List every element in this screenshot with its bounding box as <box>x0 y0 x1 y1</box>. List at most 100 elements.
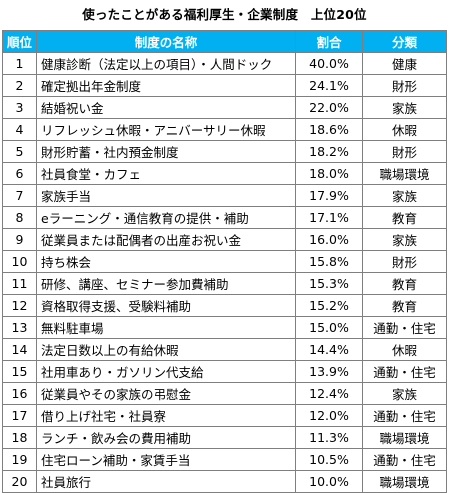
cell-name: リフレッシュ休暇・アニバーサリー休暇 <box>36 118 296 141</box>
cell-name: 従業員または配偶者の出産お祝い金 <box>36 228 296 251</box>
cell-percentage: 18.0% <box>295 162 363 185</box>
cell-percentage: 11.3% <box>295 426 363 449</box>
table-row: 11 研修、講座、セミナー参加費補助 15.3% 教育 <box>2 272 447 295</box>
cell-rank: 12 <box>2 294 37 317</box>
table-row: 17 借り上げ社宅・社員寮 12.0% 通勤・住宅 <box>2 404 447 427</box>
cell-percentage: 17.1% <box>295 206 363 229</box>
table-row: 16 従業員やその家族の弔慰金 12.4% 家族 <box>2 382 447 405</box>
cell-rank: 8 <box>2 206 37 229</box>
cell-category: 休暇 <box>362 118 447 141</box>
cell-rank: 17 <box>2 404 37 427</box>
table-body: 1 健康診断（法定以上の項目）・人間ドック 40.0% 健康 2 確定拠出年金制度 24.1… <box>2 52 447 493</box>
table-row: 14 法定日数以上の有給休暇 14.4% 休暇 <box>2 338 447 361</box>
cell-name: 社用車あり・ガソリン代支給 <box>36 360 296 383</box>
cell-percentage: 17.9% <box>295 184 363 207</box>
cell-category: 休暇 <box>362 338 447 361</box>
cell-name: 社員食堂・カフェ <box>36 162 296 185</box>
cell-percentage: 22.0% <box>295 96 363 119</box>
cell-percentage: 40.0% <box>295 52 363 75</box>
header-name: 制度の名称 <box>36 30 296 53</box>
cell-rank: 7 <box>2 184 37 207</box>
table-row: 1 健康診断（法定以上の項目）・人間ドック 40.0% 健康 <box>2 52 447 75</box>
header-pct: 割合 <box>295 30 363 53</box>
cell-percentage: 14.4% <box>295 338 363 361</box>
cell-category: 教育 <box>362 206 447 229</box>
table-row: 7 家族手当 17.9% 家族 <box>2 184 447 207</box>
cell-category: 家族 <box>362 228 447 251</box>
cell-rank: 3 <box>2 96 37 119</box>
table-row: 19 住宅ローン補助・家賃手当 10.5% 通勤・住宅 <box>2 448 447 471</box>
table-header-row: 順位 制度の名称 割合 分類 <box>2 30 447 53</box>
cell-rank: 10 <box>2 250 37 273</box>
cell-category: 家族 <box>362 382 447 405</box>
page-title: 使ったことがある福利厚生・企業制度 上位20位 <box>82 7 367 22</box>
table-row: 20 社員旅行 10.0% 職場環境 <box>2 470 447 493</box>
cell-rank: 13 <box>2 316 37 339</box>
table-row: 13 無料駐車場 15.0% 通勤・住宅 <box>2 316 447 339</box>
cell-percentage: 15.0% <box>295 316 363 339</box>
cell-percentage: 10.5% <box>295 448 363 471</box>
cell-name: 無料駐車場 <box>36 316 296 339</box>
cell-percentage: 18.2% <box>295 140 363 163</box>
cell-name: 確定拠出年金制度 <box>36 74 296 97</box>
cell-name: 資格取得支援、受験料補助 <box>36 294 296 317</box>
cell-rank: 20 <box>2 470 37 493</box>
table-row: 8 eラーニング・通信教育の提供・補助 17.1% 教育 <box>2 206 447 229</box>
table-row: 9 従業員または配偶者の出産お祝い金 16.0% 家族 <box>2 228 447 251</box>
table-row: 4 リフレッシュ休暇・アニバーサリー休暇 18.6% 休暇 <box>2 118 447 141</box>
cell-rank: 9 <box>2 228 37 251</box>
cell-percentage: 13.9% <box>295 360 363 383</box>
cell-name: 借り上げ社宅・社員寮 <box>36 404 296 427</box>
cell-percentage: 18.6% <box>295 118 363 141</box>
table-row: 15 社用車あり・ガソリン代支給 13.9% 通勤・住宅 <box>2 360 447 383</box>
cell-category: 通勤・住宅 <box>362 404 447 427</box>
ranking-table: 順位 制度の名称 割合 分類 1 健康診断（法定以上の項目）・人間ドック 40.0%… <box>2 30 447 493</box>
cell-name: 結婚祝い金 <box>36 96 296 119</box>
cell-category: 財形 <box>362 250 447 273</box>
cell-category: 職場環境 <box>362 162 447 185</box>
cell-name: 健康診断（法定以上の項目）・人間ドック <box>36 52 296 75</box>
cell-name: 家族手当 <box>36 184 296 207</box>
cell-percentage: 12.0% <box>295 404 363 427</box>
cell-percentage: 12.4% <box>295 382 363 405</box>
table-row: 12 資格取得支援、受験料補助 15.2% 教育 <box>2 294 447 317</box>
table-row: 5 財形貯蓄・社内預金制度 18.2% 財形 <box>2 140 447 163</box>
cell-rank: 14 <box>2 338 37 361</box>
cell-name: 研修、講座、セミナー参加費補助 <box>36 272 296 295</box>
cell-name: 社員旅行 <box>36 470 296 493</box>
cell-category: 財形 <box>362 140 447 163</box>
cell-category: 通勤・住宅 <box>362 316 447 339</box>
table-row: 6 社員食堂・カフェ 18.0% 職場環境 <box>2 162 447 185</box>
cell-rank: 18 <box>2 426 37 449</box>
cell-percentage: 10.0% <box>295 470 363 493</box>
cell-name: 住宅ローン補助・家賃手当 <box>36 448 296 471</box>
cell-rank: 2 <box>2 74 37 97</box>
cell-rank: 19 <box>2 448 37 471</box>
cell-rank: 5 <box>2 140 37 163</box>
cell-category: 家族 <box>362 96 447 119</box>
cell-rank: 4 <box>2 118 37 141</box>
cell-name: 財形貯蓄・社内預金制度 <box>36 140 296 163</box>
cell-category: 健康 <box>362 52 447 75</box>
cell-category: 教育 <box>362 272 447 295</box>
cell-category: 教育 <box>362 294 447 317</box>
cell-category: 通勤・住宅 <box>362 360 447 383</box>
header-rank: 順位 <box>2 30 37 53</box>
table-row: 10 持ち株会 15.8% 財形 <box>2 250 447 273</box>
cell-rank: 15 <box>2 360 37 383</box>
cell-category: 家族 <box>362 184 447 207</box>
cell-category: 通勤・住宅 <box>362 448 447 471</box>
cell-name: ランチ・飲み会の費用補助 <box>36 426 296 449</box>
cell-category: 財形 <box>362 74 447 97</box>
cell-rank: 16 <box>2 382 37 405</box>
cell-name: 従業員やその家族の弔慰金 <box>36 382 296 405</box>
cell-category: 職場環境 <box>362 426 447 449</box>
cell-percentage: 15.2% <box>295 294 363 317</box>
cell-percentage: 24.1% <box>295 74 363 97</box>
cell-percentage: 15.3% <box>295 272 363 295</box>
table-row: 18 ランチ・飲み会の費用補助 11.3% 職場環境 <box>2 426 447 449</box>
header-category: 分類 <box>362 30 447 53</box>
table-row: 3 結婚祝い金 22.0% 家族 <box>2 96 447 119</box>
cell-rank: 6 <box>2 162 37 185</box>
cell-rank: 11 <box>2 272 37 295</box>
